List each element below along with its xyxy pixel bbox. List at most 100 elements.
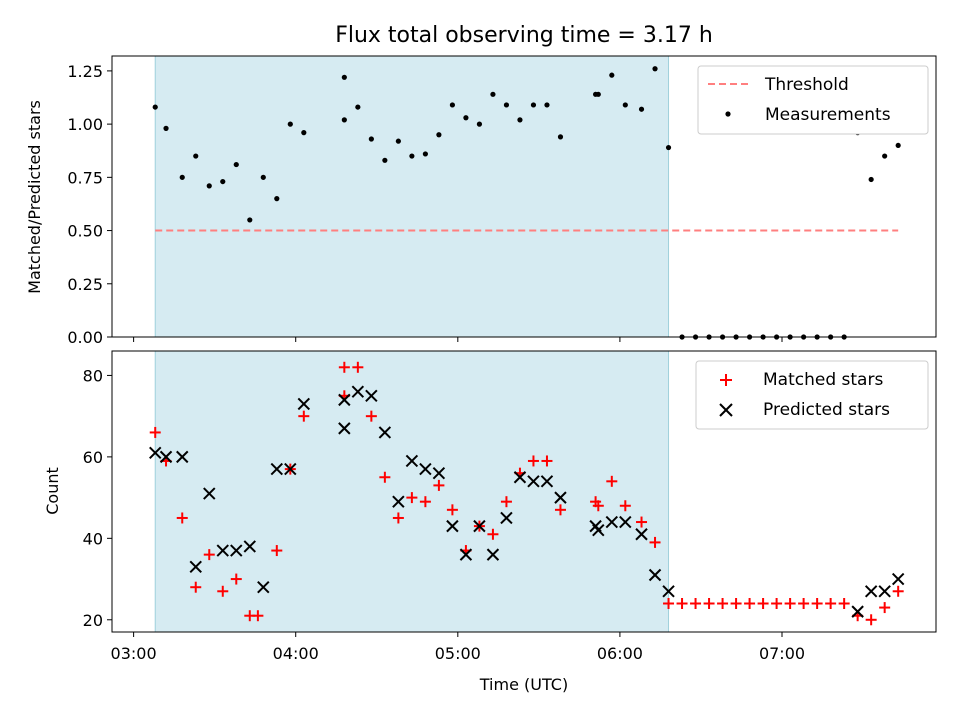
predicted-star-point bbox=[864, 585, 878, 598]
predicted-star-point bbox=[662, 585, 675, 598]
predicted-star-point bbox=[473, 519, 486, 533]
legend-matched-swatch bbox=[720, 374, 732, 386]
measurement-point bbox=[395, 138, 401, 144]
measurement-point bbox=[530, 102, 537, 108]
predicted-star-point bbox=[432, 466, 446, 480]
matched-star-point bbox=[298, 410, 310, 422]
measurement-point bbox=[622, 102, 628, 108]
predicted-star-point bbox=[378, 426, 392, 439]
matched-star-point bbox=[541, 455, 553, 467]
measurement-point bbox=[609, 72, 615, 78]
measurement-point bbox=[517, 117, 523, 123]
predicted-star-point bbox=[619, 515, 632, 529]
top-y-tick-label: 1.00 bbox=[67, 115, 103, 134]
measurement-point bbox=[409, 153, 415, 159]
matched-star-point bbox=[663, 597, 675, 609]
bottom-y-tick-label: 60 bbox=[83, 448, 103, 467]
matched-star-point bbox=[717, 597, 729, 609]
measurement-point bbox=[449, 102, 456, 108]
matched-star-point bbox=[419, 496, 431, 508]
predicted-star-point bbox=[540, 475, 554, 488]
measurement-point bbox=[895, 142, 901, 149]
matched-star-point bbox=[379, 471, 391, 483]
matched-star-point bbox=[176, 512, 188, 524]
bottom-y-axis-label: Count bbox=[43, 467, 62, 515]
matched-star-point bbox=[500, 496, 512, 508]
bottom-y-tick-label: 40 bbox=[83, 529, 103, 548]
predicted-star-point bbox=[513, 471, 527, 484]
legend-measurements-swatch bbox=[725, 111, 731, 117]
bottom-legend: Matched stars Predicted stars bbox=[695, 360, 929, 430]
legend-matched-label: Matched stars bbox=[763, 370, 883, 390]
predicted-star-point bbox=[338, 422, 351, 435]
matched-star-point bbox=[865, 614, 877, 626]
measurement-point bbox=[163, 125, 169, 131]
legend-predicted-swatch bbox=[719, 403, 733, 417]
matched-star-point bbox=[771, 597, 783, 609]
matched-star-point bbox=[365, 410, 377, 422]
matched-star-point bbox=[757, 597, 769, 609]
bottom-x-tick-label: 07:00 bbox=[759, 644, 805, 663]
predicted-star-point bbox=[297, 397, 311, 411]
predicted-star-point bbox=[338, 393, 351, 407]
predicted-star-points bbox=[149, 385, 905, 618]
bottom-axes: 20 40 60 80 03:00 04:00 05:00 06:00 07:00 Count… bbox=[43, 350, 937, 694]
measurement-point bbox=[595, 91, 601, 97]
measurement-point bbox=[382, 157, 388, 163]
matched-star-point bbox=[784, 597, 796, 609]
measurement-point bbox=[341, 74, 347, 80]
top-shaded-span bbox=[154, 55, 670, 338]
bottom-y-tick-label: 80 bbox=[83, 366, 103, 385]
predicted-star-point bbox=[243, 540, 256, 553]
matched-star-point bbox=[825, 597, 837, 609]
bottom-x-tick-label: 06:00 bbox=[597, 644, 643, 663]
top-y-axis-label: Matched/Predicted stars bbox=[25, 100, 44, 294]
matched-star-point bbox=[203, 549, 215, 561]
measurement-point bbox=[503, 102, 510, 108]
predicted-star-point bbox=[230, 544, 243, 557]
matched-star-point bbox=[730, 597, 742, 609]
matched-star-point bbox=[149, 426, 161, 438]
measurement-point bbox=[247, 217, 253, 223]
measurement-point bbox=[476, 121, 483, 127]
measurement-point bbox=[260, 174, 266, 180]
top-axes: 0.00 0.25 0.50 0.75 1.00 1.25 Matched/Predict… bbox=[25, 55, 937, 347]
top-y-tick-label: 1.25 bbox=[67, 62, 103, 81]
matched-star-point bbox=[838, 597, 850, 609]
measurement-point bbox=[274, 196, 280, 202]
bottom-y-tick-label: 20 bbox=[83, 611, 103, 630]
bottom-x-tick-label: 03:00 bbox=[111, 644, 157, 663]
predicted-star-point bbox=[365, 389, 378, 403]
predicted-star-point bbox=[203, 487, 216, 500]
matched-star-point bbox=[433, 479, 445, 491]
measurement-point bbox=[368, 136, 374, 142]
measurement-point bbox=[490, 91, 496, 97]
predicted-star-point bbox=[159, 450, 173, 464]
bottom-legend-box bbox=[695, 360, 929, 430]
measurement-point bbox=[638, 106, 645, 112]
matched-star-point bbox=[744, 597, 756, 609]
measurement-point bbox=[287, 121, 293, 127]
matched-star-point bbox=[252, 610, 264, 622]
predicted-star-point bbox=[851, 605, 864, 618]
matched-star-point bbox=[636, 516, 648, 528]
predicted-star-point bbox=[878, 585, 891, 598]
matched-star-point bbox=[487, 528, 499, 540]
matched-star-point bbox=[338, 361, 350, 373]
measurement-point bbox=[557, 134, 564, 140]
measurement-point bbox=[463, 115, 469, 121]
bottom-axes-frame bbox=[111, 350, 937, 633]
measurement-point bbox=[206, 183, 212, 189]
matched-star-point bbox=[690, 597, 702, 609]
predicted-star-point bbox=[270, 462, 284, 476]
matched-star-point bbox=[592, 500, 604, 512]
measurement-point bbox=[882, 153, 888, 159]
predicted-star-point bbox=[257, 580, 270, 594]
predicted-star-point bbox=[284, 462, 297, 476]
predicted-star-point bbox=[592, 523, 605, 537]
matched-star-point bbox=[703, 597, 715, 609]
top-legend: Threshold Measurements bbox=[697, 65, 929, 135]
predicted-star-point bbox=[605, 515, 619, 529]
matched-star-point bbox=[649, 536, 661, 548]
predicted-star-point bbox=[500, 511, 513, 525]
